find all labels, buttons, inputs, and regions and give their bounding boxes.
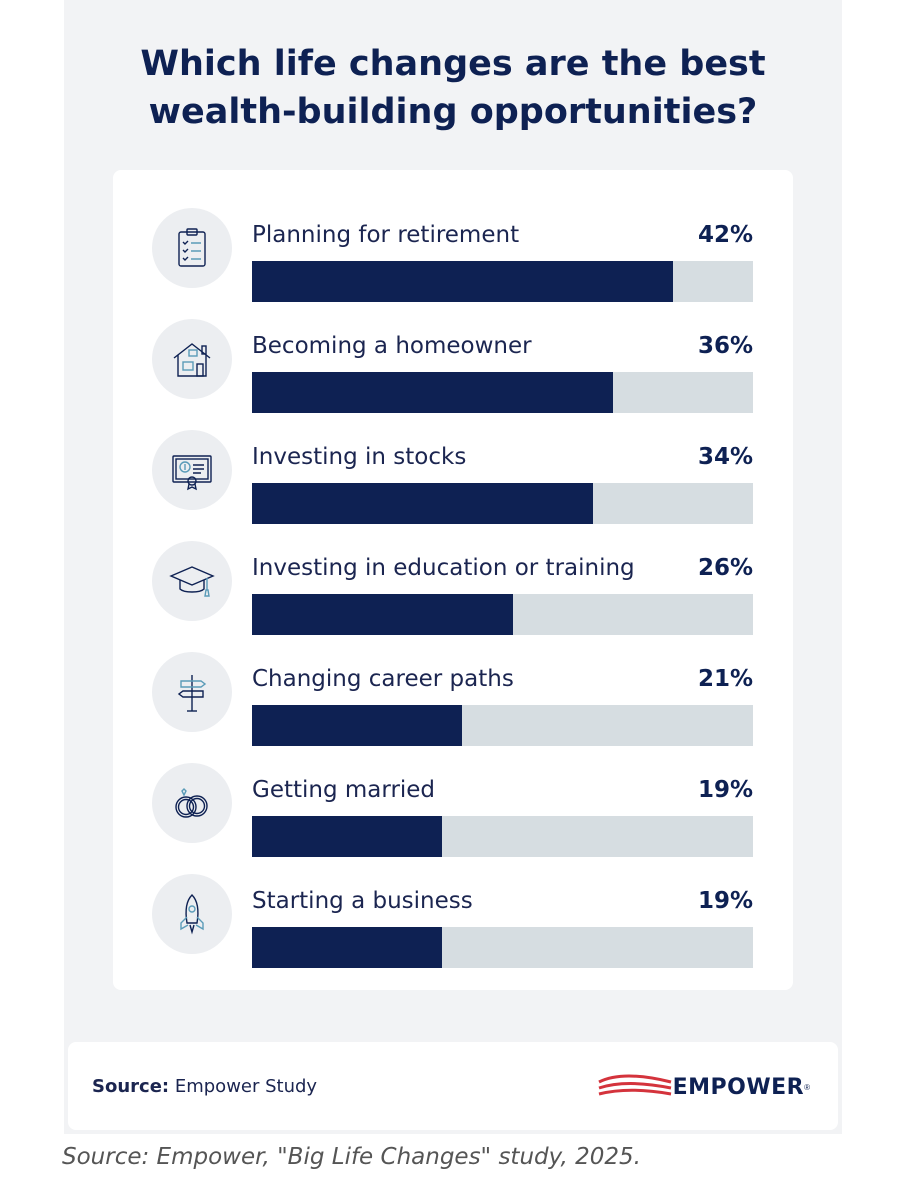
bar-row-education: Investing in education or training 26% [113, 521, 793, 635]
bar-track [252, 372, 753, 413]
certificate-icon [152, 430, 232, 510]
source-line: Source: Empower Study [92, 1076, 317, 1097]
graduation-cap-icon [152, 541, 232, 621]
bar [252, 372, 613, 413]
bar-track [252, 705, 753, 746]
bar-track [252, 483, 753, 524]
bar-value-label: 42% [697, 222, 753, 248]
figure-caption: Source: Empower, "Big Life Changes" stud… [62, 1144, 641, 1170]
bar-value-label: 34% [697, 444, 753, 470]
bar-label: Starting a business [252, 888, 473, 914]
bar-row-married: Getting married 19% [113, 743, 793, 857]
bar-label: Becoming a homeowner [252, 333, 532, 359]
chart-title: Which life changes are the best wealth-b… [64, 40, 842, 136]
house-icon [152, 319, 232, 399]
bar [252, 705, 463, 746]
rocket-icon [152, 874, 232, 954]
bar-row-career: Changing career paths 21% [113, 632, 793, 746]
rings-icon [152, 763, 232, 843]
bar [252, 927, 443, 968]
bar-label: Investing in education or training [252, 555, 635, 581]
chart-card: Planning for retirement 42% Becoming a h… [113, 170, 793, 990]
bar-track [252, 261, 753, 302]
bar-value-label: 26% [697, 555, 753, 581]
bar-row-homeowner: Becoming a homeowner 36% [113, 299, 793, 413]
bar-row-business: Starting a business 19% [113, 854, 793, 968]
source-value: Empower Study [174, 1076, 318, 1097]
title-line-1: Which life changes are the best [140, 44, 766, 84]
bar-label: Getting married [252, 777, 436, 803]
bar-label: Investing in stocks [252, 444, 467, 470]
footer: Source: Empower Study EMPOWER ® [68, 1042, 838, 1130]
logo-swoosh-icon [597, 1074, 671, 1096]
bar-row-retirement: Planning for retirement 42% [113, 188, 793, 302]
bar [252, 483, 593, 524]
logo-registered-mark: ® [804, 1082, 810, 1092]
bar-value-label: 36% [697, 333, 753, 359]
source-label: Source: [92, 1076, 170, 1097]
bar-label: Planning for retirement [252, 222, 520, 248]
bar-value-label: 19% [697, 777, 753, 803]
signpost-icon [152, 652, 232, 732]
bar-track [252, 594, 753, 635]
logo-text: EMPOWER [672, 1074, 805, 1100]
bar-value-label: 21% [697, 666, 753, 692]
bar [252, 261, 673, 302]
bar [252, 594, 513, 635]
bar-track [252, 816, 753, 857]
bar-track [252, 927, 753, 968]
bar-value-label: 19% [697, 888, 753, 914]
bar-label: Changing career paths [252, 666, 514, 692]
title-line-2: wealth-building opportunities? [148, 92, 758, 132]
clipboard-icon [152, 208, 232, 288]
bar-row-stocks: Investing in stocks 34% [113, 410, 793, 524]
bar [252, 816, 443, 857]
empower-logo: EMPOWER ® [597, 1070, 810, 1104]
